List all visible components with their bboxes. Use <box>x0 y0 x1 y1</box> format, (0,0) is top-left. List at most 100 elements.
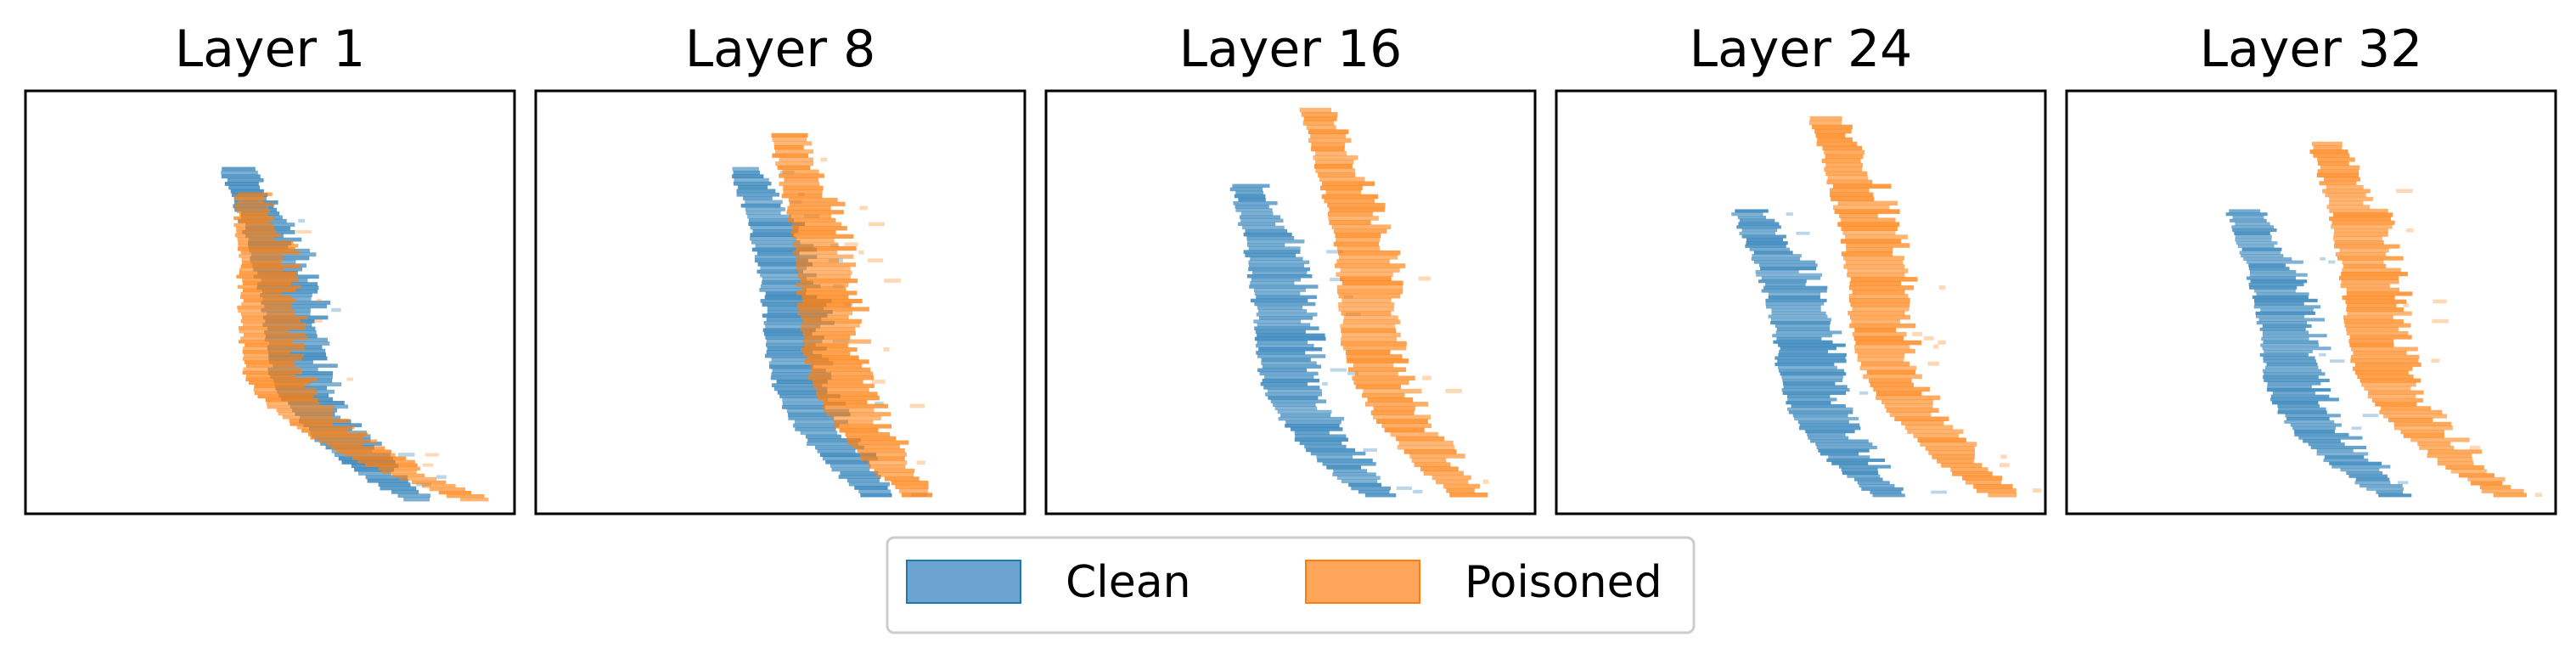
bar <box>767 306 824 311</box>
bar <box>1756 273 1823 277</box>
bar <box>800 327 856 332</box>
bar <box>792 250 838 255</box>
bar <box>2246 260 2303 264</box>
bar <box>769 364 813 369</box>
bar <box>1351 486 1392 491</box>
bar <box>2249 285 2298 290</box>
bar <box>1752 254 1802 258</box>
bar <box>1822 145 1863 151</box>
bar <box>1409 453 1465 459</box>
bar <box>381 470 417 475</box>
bar <box>790 230 836 235</box>
bar <box>1855 340 1922 346</box>
bar <box>783 189 823 194</box>
bar <box>243 367 301 371</box>
bar <box>2285 414 2341 418</box>
bar <box>2396 189 2413 194</box>
bar <box>766 339 823 344</box>
bar <box>1837 222 1900 227</box>
bar <box>762 280 813 285</box>
bar <box>1320 185 1363 191</box>
bar <box>808 375 875 380</box>
bar <box>1273 403 1316 407</box>
bar <box>797 274 851 279</box>
bar <box>740 203 781 208</box>
bar <box>2263 359 2316 363</box>
bar <box>2355 477 2390 482</box>
bar <box>365 475 408 480</box>
bar <box>238 199 265 203</box>
bar <box>1830 192 1874 197</box>
bar <box>2431 358 2440 363</box>
bar <box>2362 414 2379 418</box>
bar <box>772 137 807 142</box>
bar <box>1843 256 1904 261</box>
bar <box>239 340 293 344</box>
bar <box>779 394 841 398</box>
bar <box>1791 404 1846 408</box>
legend-swatch-clean <box>906 560 1021 604</box>
bar <box>1832 183 1892 189</box>
bar <box>898 488 928 493</box>
bar <box>1336 259 1390 264</box>
bar <box>810 363 863 369</box>
bar <box>860 456 905 461</box>
bar <box>1315 160 1354 165</box>
bar <box>237 305 292 310</box>
bar <box>1335 263 1406 268</box>
bar <box>1403 449 1457 454</box>
bar <box>2254 301 2304 306</box>
bar <box>792 234 854 239</box>
bar <box>2294 432 2349 437</box>
bar <box>2248 283 2304 287</box>
bar <box>2400 430 2444 435</box>
bar <box>1780 372 1847 376</box>
bar <box>1268 396 1319 400</box>
bar <box>238 192 273 196</box>
bar <box>1363 448 1377 452</box>
bar <box>807 442 858 446</box>
bar <box>762 277 807 281</box>
bar <box>764 295 818 300</box>
bar <box>1849 281 1902 286</box>
bar <box>1238 222 1276 227</box>
bar <box>2359 378 2421 383</box>
bar <box>1735 209 1769 213</box>
bar <box>254 384 305 389</box>
bar <box>801 314 849 320</box>
bar <box>818 396 880 401</box>
bar <box>2312 141 2343 146</box>
bar <box>759 288 807 292</box>
bar <box>249 380 311 386</box>
bar <box>1340 324 1396 330</box>
bar <box>798 307 869 312</box>
bar <box>1398 440 1454 446</box>
bar <box>844 242 858 247</box>
bar <box>734 177 769 183</box>
bar <box>2263 340 2319 344</box>
bar <box>755 244 814 248</box>
bar <box>802 339 871 344</box>
bar <box>796 254 854 259</box>
bar <box>817 449 856 453</box>
bar <box>811 367 871 372</box>
bar <box>1749 247 1791 251</box>
bar <box>1876 391 1922 397</box>
bar <box>733 181 772 186</box>
bar <box>2290 423 2342 427</box>
panel-frame <box>534 89 1026 515</box>
bar <box>238 308 295 313</box>
bar <box>786 408 850 414</box>
panel-title: Layer 1 <box>175 20 366 79</box>
bar <box>793 423 840 428</box>
bar <box>237 237 274 241</box>
bar <box>824 408 875 413</box>
bar <box>1746 241 1788 245</box>
bar <box>2326 184 2364 189</box>
bar <box>2339 275 2399 280</box>
bar <box>1328 216 1379 221</box>
bar <box>1907 429 1964 434</box>
bar <box>2316 452 2369 456</box>
bar <box>2479 485 2511 490</box>
bar <box>838 475 881 479</box>
